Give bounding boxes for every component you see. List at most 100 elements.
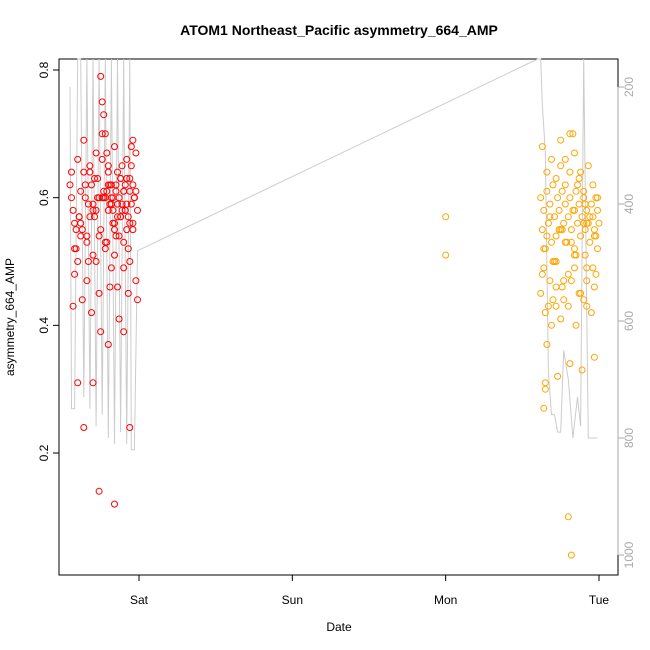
- data-point-series-1: [121, 181, 129, 189]
- data-point-series-2: [583, 277, 591, 285]
- data-point-series-1: [123, 155, 131, 163]
- data-point-series-2: [552, 302, 560, 310]
- data-point-series-2: [592, 232, 600, 240]
- data-point-series-1: [100, 111, 108, 119]
- data-point-series-2: [571, 245, 578, 253]
- data-point-series-2: [587, 309, 595, 317]
- data-point-series-1: [127, 200, 135, 208]
- data-point-series-2: [537, 289, 545, 297]
- data-point-series-1: [111, 219, 118, 227]
- data-point-series-1: [104, 206, 112, 214]
- data-point-series-1: [111, 251, 118, 259]
- data-point-series-2: [578, 213, 586, 221]
- data-point-series-2: [549, 181, 557, 189]
- data-point-series-1: [97, 328, 105, 336]
- data-point-series-1: [112, 232, 120, 240]
- data-point-series-2: [541, 309, 549, 317]
- data-point-series-2: [541, 379, 549, 387]
- data-point-series-2: [574, 181, 581, 189]
- data-point-series-1: [123, 200, 131, 208]
- x-tick-label: Tue: [589, 593, 610, 607]
- data-point-series-1: [109, 206, 117, 214]
- data-point-series-2: [558, 187, 566, 195]
- data-point-series-2: [577, 168, 585, 176]
- data-point-series-1: [83, 277, 91, 285]
- data-point-series-2: [552, 283, 560, 291]
- data-point-series-2: [586, 238, 594, 246]
- data-point-series-1: [124, 245, 132, 253]
- data-point-series-1: [95, 232, 103, 240]
- data-point-series-2: [575, 289, 583, 297]
- data-point-series-2: [549, 258, 557, 265]
- data-point-series-1: [106, 181, 114, 189]
- data-point-series-1: [124, 289, 132, 297]
- data-point-series-2: [567, 551, 575, 559]
- data-point-series-2: [540, 404, 548, 412]
- data-point-series-2: [543, 341, 551, 348]
- data-point-series-1: [92, 149, 100, 157]
- data-point-series-2: [566, 130, 574, 138]
- data-point-series-1: [69, 302, 77, 310]
- x-tick-label: Mon: [434, 593, 457, 607]
- data-point-series-1: [68, 194, 75, 202]
- data-point-series-1: [92, 206, 100, 214]
- data-point-series-1: [97, 226, 105, 234]
- data-point-series-1: [132, 187, 140, 195]
- data-point-series-2: [538, 270, 546, 278]
- data-point-series-1: [92, 258, 100, 265]
- data-point-series-2: [589, 181, 597, 189]
- x-axis: Sat Sun Mon Tue: [130, 574, 610, 607]
- data-point-series-1: [111, 143, 118, 151]
- data-point-series-2: [577, 232, 585, 240]
- background-line: [69, 58, 598, 451]
- data-point-series-1: [89, 206, 97, 214]
- data-point-series-2: [583, 219, 591, 227]
- y-axis-right: 200 400 600 800 1000: [617, 77, 636, 568]
- data-point-series-2: [571, 264, 578, 272]
- data-point-series-2: [551, 213, 558, 221]
- y-axis-left: 0.2 0.4 0.6 0.8: [37, 61, 60, 461]
- data-point-series-1: [71, 270, 79, 278]
- data-point-series-1: [68, 168, 75, 176]
- data-point-series-2: [575, 200, 583, 208]
- data-point-series-2: [564, 302, 572, 310]
- data-point-series-2: [557, 136, 565, 144]
- data-point-series-2: [546, 200, 554, 208]
- data-point-series-2: [558, 226, 566, 234]
- data-point-series-2: [561, 181, 569, 189]
- data-point-series-1: [107, 194, 115, 202]
- plot-frame: [58, 58, 619, 576]
- data-point-series-1: [106, 283, 114, 291]
- data-point-series-1: [132, 149, 140, 157]
- data-point-series-2: [554, 372, 562, 380]
- data-point-series-2: [589, 264, 597, 272]
- data-point-series-2: [560, 296, 568, 304]
- data-point-series-1: [69, 206, 77, 214]
- data-point-series-2: [594, 194, 601, 202]
- data-point-series-1: [98, 194, 106, 202]
- data-point-series-2: [590, 226, 598, 234]
- data-point-series-1: [114, 213, 121, 221]
- y2-tick-label: 400: [622, 194, 636, 214]
- data-point-series-2: [569, 130, 577, 138]
- data-point-series-1: [91, 213, 98, 221]
- data-point-series-1: [86, 168, 94, 176]
- data-point-series-2: [561, 200, 569, 208]
- data-point-series-1: [120, 328, 128, 336]
- data-point-series-1: [120, 238, 128, 246]
- y-axis-label: asymmetry_664_AMP: [3, 258, 17, 376]
- data-point-series-1: [80, 136, 88, 144]
- data-point-series-2: [571, 149, 578, 157]
- y-tick-label: 0.8: [37, 61, 51, 78]
- data-point-series-2: [566, 168, 574, 176]
- data-point-series-2: [555, 206, 563, 214]
- data-point-series-2: [590, 283, 598, 291]
- data-point-series-2: [581, 200, 589, 208]
- data-point-series-1: [120, 264, 128, 272]
- data-point-series-1: [71, 245, 79, 253]
- x-axis-label: Date: [326, 620, 352, 634]
- data-point-series-2: [595, 219, 603, 227]
- data-point-series-1: [126, 424, 134, 431]
- data-point-series-1: [74, 379, 82, 387]
